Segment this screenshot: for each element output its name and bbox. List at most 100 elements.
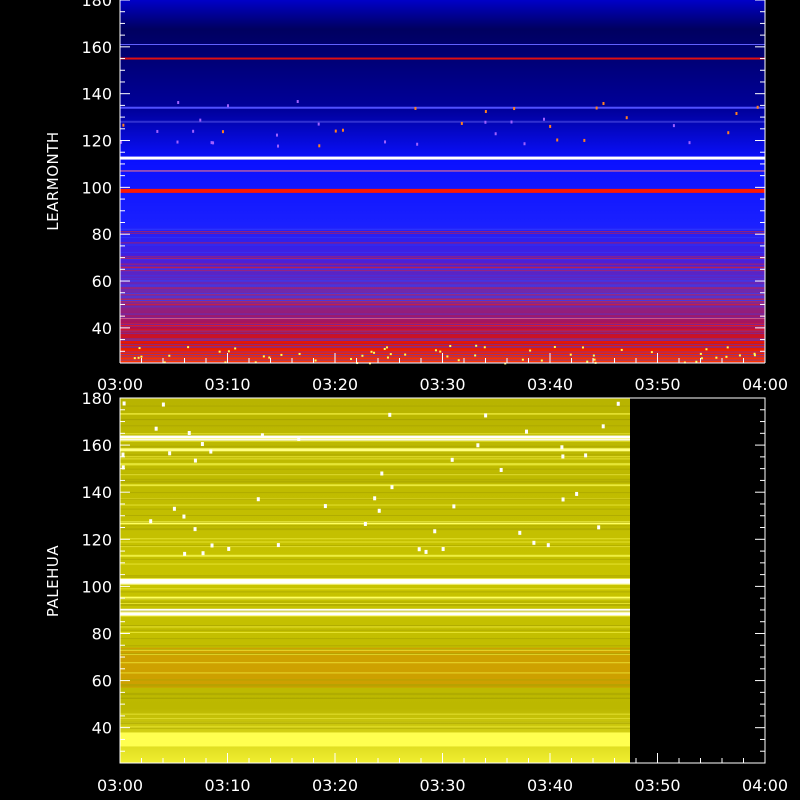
spectral-line [120,351,765,353]
noise-speck [484,413,488,418]
noise-speck [201,551,205,556]
noise-speck [254,361,257,364]
spectral-line [120,474,630,476]
spectral-line [120,263,765,265]
spectral-line [120,325,765,327]
noise-speck [439,350,442,353]
spectral-line [120,346,765,348]
noise-speck [140,355,143,358]
noise-speck [484,120,487,124]
noise-speck [163,361,166,364]
spectral-line [120,478,630,480]
spectral-line [120,654,630,656]
noise-speck [441,547,445,552]
spectral-line [120,287,765,289]
spectral-line [120,244,765,246]
spectral-line [120,672,630,674]
noise-speck [122,401,126,406]
noise-speck [341,128,344,132]
spectral-line [120,684,630,686]
noise-speck [193,527,197,532]
noise-speck [583,138,586,142]
noise-speck [434,349,437,352]
noise-speck [452,504,456,509]
noise-speck [549,124,552,128]
spectral-line [120,601,630,603]
noise-speck [725,355,728,358]
noise-speck [616,401,620,406]
spectral-line [120,256,765,258]
x-tick-label: 03:50 [634,776,680,795]
x-tick-label: 03:20 [312,776,358,795]
spectral-line [120,527,630,529]
noise-speck [323,504,327,509]
spectral-line [120,257,765,259]
spectral-line [120,300,765,302]
noise-speck [699,352,702,355]
x-tick-label: 03:30 [419,776,465,795]
spectral-line [120,615,630,617]
spectral-line [120,301,765,303]
noise-speck [193,458,197,463]
spectral-line [120,554,630,557]
noise-speck [569,353,572,356]
spectral-line [120,598,630,600]
noise-speck [424,549,428,554]
noise-speck [200,442,204,447]
noise-speck [476,443,480,448]
spectral-line [120,418,630,420]
noise-speck [172,506,176,511]
spectral-line [120,492,630,494]
noise-speck [168,354,171,357]
spectral-line [120,538,630,540]
spectral-line [120,726,630,728]
spectral-line [120,323,765,325]
noise-speck [735,111,738,115]
noise-speck [317,122,320,126]
noise-speck [137,356,140,359]
spectral-line [120,504,630,506]
x-tick-label: 03:10 [204,375,250,394]
noise-speck [138,347,141,350]
y-tick-label: 60 [92,272,112,291]
spectral-line [120,170,765,172]
noise-speck [556,138,559,142]
learmonth-plot-area [120,0,765,363]
noise-speck [542,117,545,121]
noise-speck [227,350,230,353]
spectral-line [120,596,630,600]
spectral-line [120,625,630,627]
y-tick-label: 40 [92,719,112,738]
x-tick-label: 03:40 [527,375,573,394]
noise-speck [593,358,596,361]
noise-speck [234,347,237,350]
y-tick-label: 140 [81,85,112,104]
noise-speck [518,530,522,535]
noise-speck [625,116,628,120]
y-tick-label: 60 [92,672,112,691]
noise-speck [192,129,195,133]
spectral-line [120,508,630,510]
learmonth-spectral-stripes [120,43,765,365]
noise-speck [156,129,159,133]
spectral-line [120,685,630,687]
spectral-line [120,438,630,440]
noise-speck [187,346,190,349]
spectral-line [120,541,630,543]
spectral-line [120,545,630,547]
noise-speck [388,412,392,417]
noise-speck [561,497,565,502]
noise-speck [176,140,179,144]
x-tick-label: 03:30 [419,375,465,394]
noise-speck [700,357,703,360]
noise-speck [386,356,389,359]
noise-speck [363,521,367,526]
spectral-line [120,721,630,723]
spectral-line [120,304,765,306]
noise-speck [575,491,579,496]
noise-speck [446,355,449,358]
spectral-line [120,697,630,699]
y-tick-label: 120 [81,530,112,549]
noise-speck [122,123,125,127]
